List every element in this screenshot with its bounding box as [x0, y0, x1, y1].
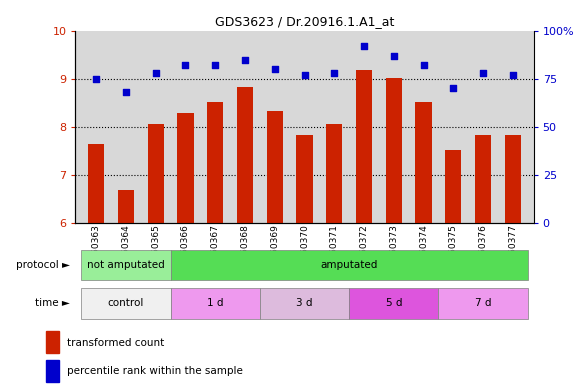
Bar [147, 124, 164, 223]
Text: time ►: time ► [35, 298, 70, 308]
Bar [260, 288, 349, 319]
Bar [237, 88, 253, 223]
Bar [46, 360, 59, 382]
Bar [81, 250, 171, 280]
Text: protocol ►: protocol ► [16, 260, 70, 270]
Bar [88, 144, 104, 223]
Point [211, 62, 220, 68]
Point [508, 72, 517, 78]
Text: 5 d: 5 d [386, 298, 402, 308]
Bar [356, 70, 372, 223]
Point [270, 66, 280, 72]
Bar [438, 288, 528, 319]
Text: 7 d: 7 d [475, 298, 491, 308]
Text: control: control [108, 298, 144, 308]
Bar [207, 102, 223, 223]
Text: amputated: amputated [320, 260, 378, 270]
Bar [267, 111, 283, 223]
Bar [171, 250, 528, 280]
Bar [415, 102, 432, 223]
Text: 1 d: 1 d [207, 298, 223, 308]
Point [360, 43, 369, 49]
Bar [326, 124, 342, 223]
Point [329, 70, 339, 76]
Point [419, 62, 428, 68]
Bar [296, 136, 313, 223]
Text: not amputated: not amputated [87, 260, 165, 270]
Point [478, 70, 488, 76]
Bar [349, 288, 438, 319]
Point [389, 53, 398, 59]
Point [181, 62, 190, 68]
Point [240, 56, 249, 63]
Text: 3 d: 3 d [296, 298, 313, 308]
Point [300, 72, 309, 78]
Title: GDS3623 / Dr.20916.1.A1_at: GDS3623 / Dr.20916.1.A1_at [215, 15, 394, 28]
Bar [46, 331, 59, 353]
Bar [171, 288, 260, 319]
Point [448, 85, 458, 91]
Text: percentile rank within the sample: percentile rank within the sample [67, 366, 242, 376]
Bar [386, 78, 402, 223]
Bar [81, 288, 171, 319]
Text: transformed count: transformed count [67, 338, 164, 348]
Bar [505, 136, 521, 223]
Bar [118, 190, 134, 223]
Bar [177, 113, 194, 223]
Bar [445, 150, 462, 223]
Bar [475, 136, 491, 223]
Point [92, 76, 101, 82]
Point [121, 89, 130, 95]
Point [151, 70, 161, 76]
